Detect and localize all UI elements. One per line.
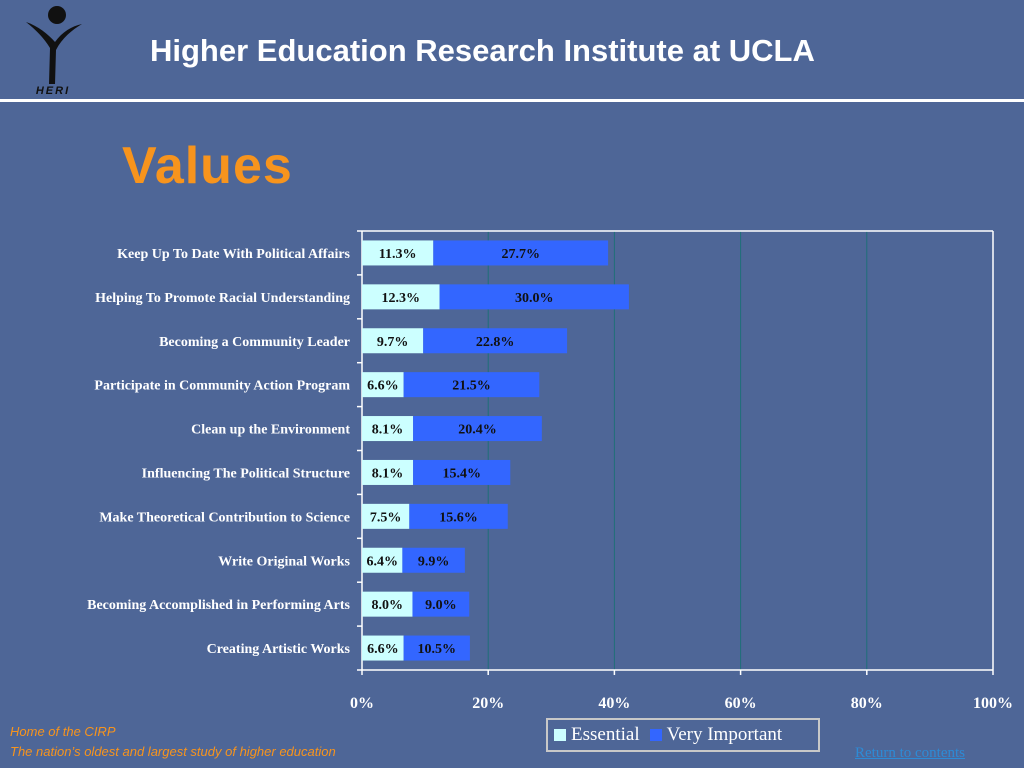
data-label: 8.1% <box>372 423 404 438</box>
data-label: 10.5% <box>418 642 457 657</box>
header-divider <box>0 99 1024 102</box>
footer-tagline: The nation’s oldest and largest study of… <box>10 744 336 759</box>
bar-very-important <box>423 328 568 354</box>
x-tick-label: 100% <box>973 695 1013 712</box>
bar-very-important <box>413 416 542 442</box>
bar-very-important <box>409 503 508 529</box>
category-label: Influencing The Political Structure <box>142 466 350 481</box>
logo-text: HERI <box>36 85 70 96</box>
data-label: 8.1% <box>372 466 404 481</box>
bar-essential <box>362 503 410 529</box>
data-label: 6.4% <box>366 554 398 569</box>
bar-very-important <box>403 635 470 661</box>
bar-essential <box>362 635 404 661</box>
bar-very-important <box>439 284 629 310</box>
data-label: 7.5% <box>370 510 402 525</box>
data-label: 9.7% <box>377 335 409 350</box>
bar-essential <box>362 459 414 485</box>
data-label: 27.7% <box>501 247 540 262</box>
logo-figure <box>26 22 82 84</box>
bar-essential <box>362 284 440 310</box>
legend-item-very-important: Very Important <box>649 724 783 746</box>
bar-very-important <box>413 459 511 485</box>
bar-essential <box>362 547 403 573</box>
legend-swatch-essential <box>554 729 566 741</box>
category-label: Clean up the Environment <box>191 423 350 438</box>
bar-essential <box>362 240 434 266</box>
legend-swatch-very-important <box>649 729 662 741</box>
logo-head <box>48 6 66 24</box>
stacked-bar-chart: 0% 20% 40% 60% 80% 100% Keep Up To Date With P… <box>87 230 1013 712</box>
x-tick-label: 40% <box>598 695 630 712</box>
legend-label-very-important: Very Important <box>666 724 783 745</box>
bar-very-important <box>433 240 609 266</box>
header-title: Higher Education Research Institute at U… <box>150 33 815 68</box>
x-tick-label: 0% <box>350 695 374 712</box>
data-label: 9.9% <box>418 554 450 569</box>
data-label: 9.0% <box>425 598 457 613</box>
legend-label-essential: Essential <box>571 724 640 745</box>
data-label: 12.3% <box>382 291 421 306</box>
category-label: Make Theoretical Contribution to Science <box>99 510 350 525</box>
category-label: Participate in Community Action Program <box>94 379 350 394</box>
data-label: 6.6% <box>367 642 399 657</box>
category-label: Write Original Works <box>218 554 350 569</box>
category-label: Becoming Accomplished in Performing Arts <box>87 598 350 613</box>
bar-very-important <box>403 372 540 398</box>
bar-very-important <box>402 547 465 573</box>
slide-title: Values <box>122 137 293 195</box>
data-label: 15.6% <box>439 510 478 525</box>
bar-essential <box>362 591 413 617</box>
x-tick-label: 80% <box>851 695 883 712</box>
return-to-contents-link[interactable]: Return to contents <box>855 745 965 761</box>
data-label: 11.3% <box>379 247 417 262</box>
data-label: 15.4% <box>442 466 481 481</box>
chart-legend: Essential Very Important <box>546 718 820 752</box>
x-tick-label: 60% <box>725 695 757 712</box>
data-label: 6.6% <box>367 379 399 394</box>
x-tick-label: 20% <box>472 695 504 712</box>
bar-very-important <box>412 591 470 617</box>
footer-home-text: Home of the CIRP <box>10 724 116 739</box>
data-label: 20.4% <box>458 423 497 438</box>
category-label: Becoming a Community Leader <box>159 335 350 350</box>
bar-essential <box>362 372 404 398</box>
data-label: 21.5% <box>452 379 491 394</box>
data-label: 8.0% <box>371 598 403 613</box>
bar-essential <box>362 328 424 354</box>
category-label: Creating Artistic Works <box>207 642 351 657</box>
category-label: Keep Up To Date With Political Affairs <box>117 247 350 262</box>
data-label: 30.0% <box>515 291 554 306</box>
bar-essential <box>362 416 414 442</box>
legend-item-essential: Essential <box>554 724 640 746</box>
data-label: 22.8% <box>476 335 515 350</box>
category-label: Helping To Promote Racial Understanding <box>95 291 350 306</box>
heri-logo: HERI <box>26 6 82 96</box>
